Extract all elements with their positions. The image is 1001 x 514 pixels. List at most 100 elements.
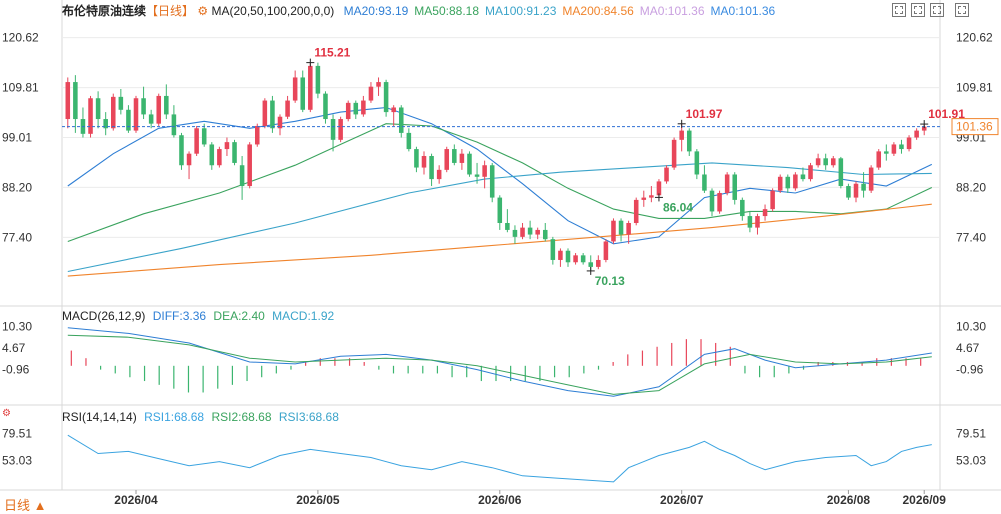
candle-body <box>588 262 594 267</box>
candle-body <box>868 167 874 191</box>
price-tick-right: 77.40 <box>956 230 986 244</box>
candle-body <box>148 114 154 124</box>
rsi-title: RSI(14,14,14) <box>62 410 137 424</box>
candle-body <box>285 100 290 117</box>
candle-body <box>618 220 624 235</box>
rsi-header: RSI(14,14,14) RSI1:68.68 RSI2:68.68 RSI3… <box>62 410 339 424</box>
candle-body <box>535 229 540 235</box>
candle-body <box>755 216 760 228</box>
ma-value-3: MA200:84.56 <box>562 4 634 18</box>
candle-body <box>95 98 101 120</box>
ma50-line <box>67 123 933 243</box>
moving-average-lines <box>67 106 933 277</box>
macd-diff: DIFF:3.36 <box>152 309 207 323</box>
candle-body <box>580 255 586 263</box>
ma-value-5: MA0:101.36 <box>710 4 776 18</box>
candle-body <box>664 167 669 182</box>
candle-body <box>308 65 313 110</box>
rsi-tick-left: 79.51 <box>2 427 32 441</box>
candle-body <box>292 77 298 101</box>
rsi-settings-icon[interactable]: ⚙ <box>2 408 11 419</box>
macd-lines <box>67 327 932 397</box>
period-toggle-button[interactable]: 日线 ▲ <box>4 498 47 513</box>
instrument-title: 布伦特原油连续 <box>62 4 147 18</box>
candle-body <box>649 195 654 198</box>
annotation-label: 101.91 <box>928 107 965 121</box>
candle-body <box>497 197 503 223</box>
candle-body <box>444 149 450 170</box>
candle-body <box>406 132 412 150</box>
candle-body <box>315 65 321 94</box>
candle-body <box>724 174 730 193</box>
date-label: 2026/09 <box>903 493 947 507</box>
candle-body <box>740 199 745 217</box>
price-annotations: 115.21 86.04 101.97 70.13 101.91 <box>306 46 965 288</box>
candle-body <box>376 82 381 87</box>
candle-body <box>596 259 601 267</box>
candle-body <box>899 144 904 150</box>
macd-title: MACD(26,12,9) <box>62 309 146 323</box>
candle-body <box>186 153 192 166</box>
candle-body <box>732 174 738 200</box>
candle-body <box>429 156 434 180</box>
candle-body <box>156 95 162 124</box>
candle-body <box>686 130 692 152</box>
candle-body <box>141 98 146 115</box>
candle-body <box>300 77 306 110</box>
period-tag[interactable]: 【日线】 <box>146 4 195 18</box>
candle-body <box>633 199 639 223</box>
candle-body <box>270 100 275 129</box>
close-icon[interactable] <box>955 3 969 17</box>
settings-gear-icon[interactable]: ⚙ <box>197 4 209 18</box>
rsi2-value: RSI2:68.68 <box>211 410 272 424</box>
candle-body <box>527 227 533 235</box>
candle-body <box>474 174 480 177</box>
macd-tick-left: -0.96 <box>2 362 30 376</box>
candle-body <box>793 174 798 189</box>
candle-body <box>853 183 859 198</box>
candle-body <box>118 96 124 110</box>
rsi-lines <box>67 434 932 483</box>
candle-body <box>224 142 230 150</box>
candle-body <box>65 82 71 120</box>
candle-body <box>209 144 215 166</box>
candle-body <box>838 158 844 187</box>
candle-body <box>338 119 343 140</box>
annotation-label: 101.97 <box>686 107 723 121</box>
candle-body <box>383 82 389 113</box>
candle-body <box>398 107 404 133</box>
fit-icon[interactable] <box>930 3 944 17</box>
candle-body <box>770 190 775 210</box>
annotation-label: 115.21 <box>314 46 350 60</box>
candle-body <box>391 107 396 113</box>
candle-body <box>861 183 866 191</box>
candle-body <box>808 165 813 180</box>
price-tick-right: 109.81 <box>956 81 993 95</box>
candle-body <box>656 181 662 196</box>
date-label: 2026/07 <box>660 493 704 507</box>
candle-body <box>505 223 510 230</box>
date-label: 2026/05 <box>296 493 340 507</box>
macd-tick-right: 10.30 <box>956 320 986 334</box>
candle-body <box>550 239 556 260</box>
candle-body <box>368 86 374 101</box>
price-tick-left: 120.62 <box>2 31 39 45</box>
price-tick-right: 120.62 <box>956 31 993 45</box>
price-tick-left: 77.40 <box>2 230 32 244</box>
macd-tick-right: -0.96 <box>956 362 984 376</box>
candle-body <box>345 102 351 120</box>
zoom-out-icon[interactable] <box>911 3 925 17</box>
zoom-in-icon[interactable] <box>892 3 906 17</box>
ma-values: MA20:93.19 MA50:88.18 MA100:91.23 MA200:84.… <box>338 4 776 18</box>
candle-body <box>201 128 207 145</box>
macd-value: MACD:1.92 <box>272 309 335 323</box>
candle-body <box>830 158 836 166</box>
candle-body <box>247 144 252 187</box>
candle-body <box>194 128 199 154</box>
candle-body <box>232 142 237 163</box>
candle-body <box>762 209 768 217</box>
candle-body <box>891 144 897 154</box>
candle-body <box>171 114 177 136</box>
